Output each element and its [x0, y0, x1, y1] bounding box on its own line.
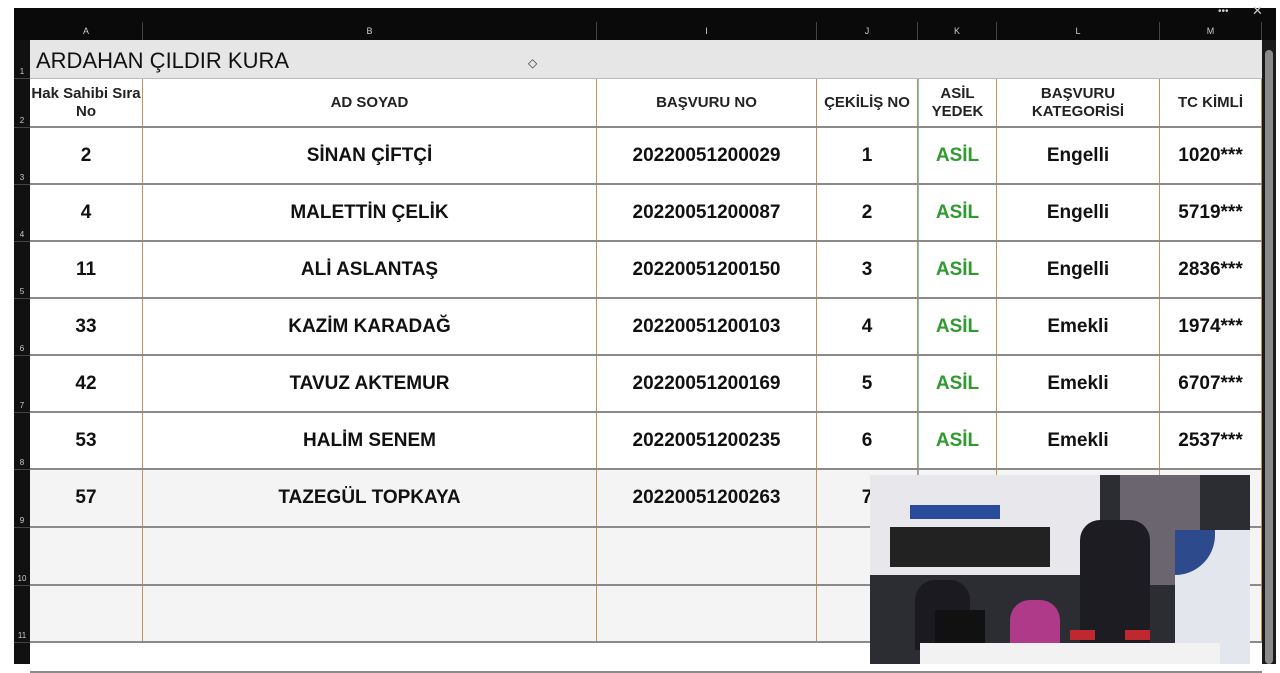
column-header[interactable]: B: [143, 22, 597, 40]
cell[interactable]: 1974***: [1160, 299, 1262, 354]
cell[interactable]: ASİL: [918, 242, 997, 297]
cell[interactable]: 57: [30, 470, 143, 526]
table-row: 2 SİNAN ÇİFTÇİ 20220051200029 1 ASİL Engelli 1…: [30, 128, 1262, 185]
cell[interactable]: 5: [817, 356, 918, 411]
sheet-title: ARDAHAN ÇILDIR KURA: [36, 48, 290, 73]
row-header[interactable]: 4: [14, 185, 30, 242]
cell[interactable]: [1160, 470, 1262, 526]
row-header[interactable]: 9: [14, 470, 30, 528]
cell[interactable]: TC KİMLİ: [1160, 79, 1262, 126]
column-header[interactable]: I: [597, 22, 817, 40]
cell[interactable]: 1020***: [1160, 128, 1262, 183]
cell[interactable]: 4: [30, 185, 143, 240]
column-header-bar: [14, 8, 1276, 40]
cell[interactable]: 2: [30, 128, 143, 183]
row-header[interactable]: 6: [14, 299, 30, 356]
cell[interactable]: 20220051200087: [597, 185, 817, 240]
cell[interactable]: 20220051200235: [597, 413, 817, 468]
cell[interactable]: Emekli: [997, 356, 1160, 411]
ellipsis-icon[interactable]: •••: [1218, 6, 1229, 17]
row-header-bar: [14, 40, 30, 664]
cell[interactable]: ASİL: [918, 413, 997, 468]
cell[interactable]: 11: [30, 242, 143, 297]
column-header[interactable]: K: [918, 22, 997, 40]
cell[interactable]: 33: [30, 299, 143, 354]
cell[interactable]: 6: [817, 413, 918, 468]
cell[interactable]: AD SOYAD: [143, 79, 597, 126]
cell[interactable]: 3: [817, 242, 918, 297]
table-row: 33 KAZİM KARADAĞ 20220051200103 4 ASİL Emekli…: [30, 299, 1262, 356]
column-header[interactable]: J: [817, 22, 918, 40]
cell[interactable]: [30, 528, 143, 584]
cell[interactable]: BAŞVURU NO: [597, 79, 817, 126]
live-camera-feed: [870, 475, 1250, 664]
cell[interactable]: ASİL: [918, 128, 997, 183]
row-header[interactable]: 1: [14, 40, 30, 79]
cell[interactable]: Hak Sahibi Sıra No: [30, 79, 143, 126]
cell[interactable]: [1160, 586, 1262, 641]
cell[interactable]: TAZEGÜL TOPKAYA: [143, 470, 597, 526]
cell[interactable]: ALİ ASLANTAŞ: [143, 242, 597, 297]
column-header[interactable]: A: [30, 22, 143, 40]
cell[interactable]: ASİL: [918, 356, 997, 411]
row-header[interactable]: 8: [14, 413, 30, 470]
cell[interactable]: Engelli: [997, 128, 1160, 183]
cell[interactable]: 20220051200169: [597, 356, 817, 411]
cell[interactable]: 53: [30, 413, 143, 468]
cell[interactable]: 2836***: [1160, 242, 1262, 297]
column-header[interactable]: M: [1160, 22, 1262, 40]
cell[interactable]: [597, 586, 817, 641]
cell[interactable]: 2: [817, 185, 918, 240]
cell[interactable]: KAZİM KARADAĞ: [143, 299, 597, 354]
cell[interactable]: [1160, 528, 1262, 584]
cell[interactable]: 20220051200150: [597, 242, 817, 297]
cell[interactable]: 4: [817, 299, 918, 354]
cell[interactable]: Emekli: [997, 299, 1160, 354]
cell[interactable]: [597, 528, 817, 584]
cell[interactable]: 1: [817, 128, 918, 183]
cell[interactable]: [143, 586, 597, 641]
close-icon[interactable]: ✕: [1252, 3, 1263, 18]
row-header[interactable]: 10: [14, 528, 30, 586]
row-header[interactable]: 5: [14, 242, 30, 299]
cell[interactable]: Engelli: [997, 185, 1160, 240]
cell[interactable]: HALİM SENEM: [143, 413, 597, 468]
mouse-cursor-icon: ◇: [528, 56, 538, 70]
title-row: ARDAHAN ÇILDIR KURA ◇: [30, 40, 1262, 79]
cell[interactable]: 20220051200263: [597, 470, 817, 526]
table-row: 42 TAVUZ AKTEMUR 20220051200169 5 ASİL Emekli…: [30, 356, 1262, 413]
cell[interactable]: 42: [30, 356, 143, 411]
cell[interactable]: ASİL: [918, 185, 997, 240]
scrollbar-thumb[interactable]: [1265, 50, 1273, 664]
cell[interactable]: ÇEKİLİŞ NO: [817, 79, 918, 126]
row-header[interactable]: 3: [14, 128, 30, 185]
cell[interactable]: [30, 586, 143, 641]
cell[interactable]: 2537***: [1160, 413, 1262, 468]
cell[interactable]: MALETTİN ÇELİK: [143, 185, 597, 240]
row-header[interactable]: 2: [14, 79, 30, 128]
select-all-corner[interactable]: [14, 22, 30, 40]
table-row: 11 ALİ ASLANTAŞ 20220051200150 3 ASİL Engelli…: [30, 242, 1262, 299]
header-row: Hak Sahibi Sıra No AD SOYAD BAŞVURU NO ÇEKİ…: [30, 79, 1262, 128]
cell[interactable]: Emekli: [997, 413, 1160, 468]
table-row: 4 MALETTİN ÇELİK 20220051200087 2 ASİL Engell…: [30, 185, 1262, 242]
cell[interactable]: Engelli: [997, 242, 1160, 297]
cell[interactable]: 20220051200029: [597, 128, 817, 183]
row-header[interactable]: 7: [14, 356, 30, 413]
row-header[interactable]: 11: [14, 586, 30, 643]
cell[interactable]: [143, 528, 597, 584]
table-row: 53 HALİM SENEM 20220051200235 6 ASİL Emekli 25…: [30, 413, 1262, 470]
cell[interactable]: SİNAN ÇİFTÇİ: [143, 128, 597, 183]
cell[interactable]: 5719***: [1160, 185, 1262, 240]
cell[interactable]: ASİL YEDEK: [918, 79, 997, 126]
cell[interactable]: ASİL: [918, 299, 997, 354]
column-header[interactable]: L: [997, 22, 1160, 40]
cell[interactable]: BAŞVURU KATEGORİSİ: [997, 79, 1160, 126]
cell[interactable]: 20220051200103: [597, 299, 817, 354]
cell[interactable]: 6707***: [1160, 356, 1262, 411]
cell[interactable]: TAVUZ AKTEMUR: [143, 356, 597, 411]
